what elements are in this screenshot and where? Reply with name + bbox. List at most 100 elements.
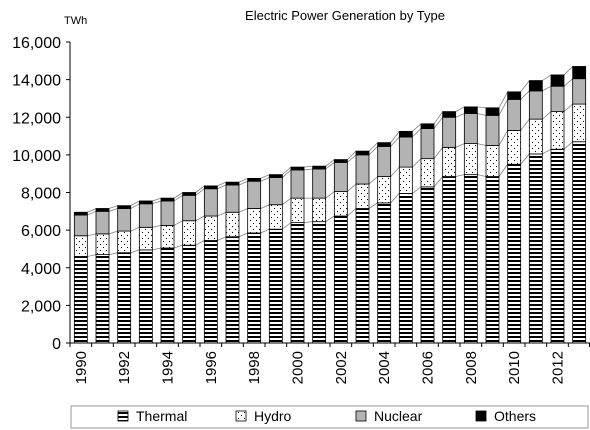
- connector-thermal-1999: [282, 222, 292, 230]
- connector-others-1992: [130, 200, 140, 207]
- bar-thermal-2004: [377, 202, 392, 344]
- connector-others-2001: [325, 159, 335, 167]
- legend-label-thermal: Thermal: [136, 408, 187, 424]
- bar-hydro-1995: [182, 220, 197, 246]
- bar-stack-group: [73, 66, 587, 344]
- bar-thermal-1990: [73, 256, 88, 344]
- connector-hydro-2002: [347, 183, 357, 192]
- connector-others-2004: [390, 131, 400, 143]
- connector-hydro-1990: [87, 233, 97, 237]
- connector-hydro-1993: [152, 225, 162, 228]
- connector-others-1998: [260, 174, 270, 179]
- connector-hydro-2005: [412, 158, 422, 168]
- bar-nuclear-1993: [138, 203, 153, 228]
- bar-nuclear-1992: [117, 208, 132, 232]
- connector-thermal-2000: [303, 221, 313, 223]
- bar-hydro-2000: [290, 197, 305, 223]
- legend-frame: [70, 405, 589, 429]
- connector-nuclear-2003: [368, 146, 378, 156]
- bar-others-2000: [290, 166, 305, 171]
- bar-thermal-2000: [290, 222, 305, 344]
- bar-hydro-2007: [442, 146, 457, 177]
- y-tick-label: 0: [52, 336, 61, 353]
- chart-title: Electric Power Generation by Type: [245, 8, 445, 23]
- bar-thermal-2012: [550, 148, 565, 344]
- connector-nuclear-1993: [152, 200, 162, 205]
- connector-thermal-2003: [368, 202, 378, 209]
- bar-nuclear-1990: [73, 214, 88, 237]
- bar-others-1990: [73, 211, 88, 216]
- bar-thermal-2005: [398, 193, 413, 344]
- x-tick-label-2012: 2012: [550, 351, 567, 384]
- connector-hydro-1991: [108, 230, 118, 235]
- bar-others-1992: [117, 205, 132, 209]
- bar-nuclear-1998: [247, 180, 262, 209]
- legend-label-nuclear: Nuclear: [374, 408, 423, 424]
- connector-thermal-1994: [173, 244, 183, 249]
- connector-thermal-2005: [412, 186, 422, 194]
- bar-others-2006: [420, 123, 435, 129]
- bar-nuclear-2004: [377, 146, 392, 177]
- y-tick-label: 2,000: [21, 298, 61, 315]
- connector-others-2012: [563, 66, 573, 76]
- connector-nuclear-2005: [412, 128, 422, 138]
- connector-hydro-2011: [542, 111, 552, 120]
- bar-thermal-2013: [572, 141, 587, 344]
- x-tick-label-2000: 2000: [290, 351, 307, 384]
- connector-nuclear-2004: [390, 136, 400, 147]
- connector-thermal-2012: [563, 141, 573, 150]
- bar-others-2010: [507, 91, 522, 100]
- bar-hydro-1997: [225, 211, 240, 238]
- bar-others-2001: [312, 165, 327, 170]
- connector-others-2000: [303, 165, 313, 168]
- y-axis-unit: TWh: [64, 15, 87, 27]
- connector-thermal-1993: [152, 247, 162, 251]
- bar-thermal-2008: [463, 174, 478, 344]
- bar-others-1996: [203, 185, 218, 190]
- x-tick-label-2006: 2006: [420, 351, 437, 384]
- bar-nuclear-2001: [312, 168, 327, 199]
- axes: [66, 41, 590, 347]
- connector-nuclear-2011: [542, 85, 552, 92]
- connector-hydro-2009: [498, 130, 509, 146]
- x-tick-label-1998: 1998: [246, 351, 263, 384]
- bar-hydro-2011: [528, 118, 543, 155]
- legend-label-hydro: Hydro: [254, 408, 292, 424]
- bar-others-2003: [355, 150, 370, 156]
- bar-thermal-2007: [442, 176, 457, 344]
- bar-thermal-1991: [95, 254, 110, 344]
- bar-hydro-2004: [377, 176, 392, 204]
- connector-hydro-2010: [520, 118, 530, 131]
- connector-hydro-1999: [282, 197, 292, 206]
- bar-thermal-1997: [225, 236, 240, 344]
- bar-others-1994: [160, 197, 175, 202]
- bar-hydro-1996: [203, 215, 218, 241]
- y-tick-label: 12,000: [12, 110, 61, 127]
- connector-hydro-2012: [563, 103, 573, 112]
- connector-others-1995: [195, 185, 205, 193]
- bar-hydro-2003: [355, 183, 370, 209]
- bar-hydro-1994: [160, 225, 175, 249]
- bar-nuclear-2005: [398, 136, 413, 168]
- bar-nuclear-2007: [442, 116, 457, 148]
- connector-nuclear-2012: [563, 78, 573, 87]
- bar-nuclear-1995: [182, 194, 197, 222]
- connector-others-1991: [108, 205, 118, 209]
- bar-thermal-1993: [138, 249, 153, 344]
- connector-hydro-2006: [433, 147, 443, 159]
- connector-nuclear-2008: [477, 113, 487, 116]
- connector-nuclear-2001: [325, 162, 335, 170]
- legend-swatch-thermal: [117, 410, 129, 422]
- bar-nuclear-1999: [268, 177, 283, 206]
- bar-others-2013: [572, 66, 587, 80]
- connector-thermal-2009: [498, 164, 508, 177]
- connector-others-2011: [542, 74, 552, 81]
- bar-hydro-2013: [572, 103, 587, 143]
- connector-thermal-1996: [217, 236, 227, 241]
- connector-nuclear-2007: [455, 113, 465, 118]
- connector-nuclear-1999: [282, 169, 292, 178]
- bar-nuclear-2000: [290, 169, 305, 199]
- x-tick-label-2002: 2002: [333, 351, 350, 384]
- connector-others-1994: [173, 192, 183, 199]
- bar-others-1995: [182, 192, 197, 196]
